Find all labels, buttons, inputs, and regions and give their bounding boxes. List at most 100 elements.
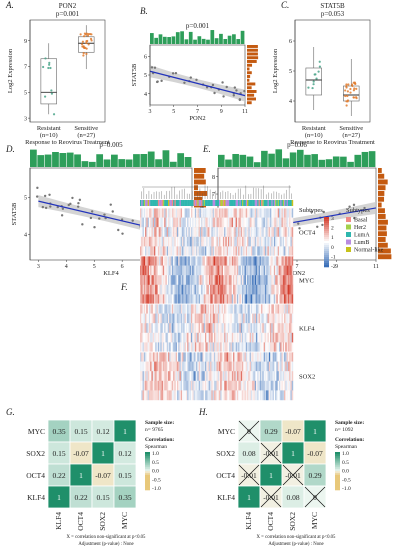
heatmap-cell — [188, 265, 190, 276]
heatmap-cell — [147, 304, 150, 314]
heatmap-cell — [152, 294, 155, 305]
heatmap-cell — [253, 246, 255, 257]
heatmap-cell — [193, 236, 196, 247]
heatmap-cell — [230, 352, 232, 362]
data-point — [346, 94, 349, 98]
data-point — [47, 66, 50, 70]
heatmap-cell — [280, 361, 282, 372]
heatmap-cell — [271, 380, 273, 391]
scale-swatch — [324, 239, 329, 242]
heatmap-cell — [240, 304, 243, 314]
heatmap-cell — [154, 265, 156, 276]
subtype-cell — [273, 200, 276, 206]
heatmap-cell — [245, 342, 248, 353]
heatmap-cell — [192, 265, 194, 276]
data-point — [307, 86, 310, 89]
heatmap-cell — [148, 342, 151, 353]
heatmap-cell — [140, 304, 142, 314]
heatmap-cell — [277, 208, 280, 218]
heatmap-cell — [225, 342, 227, 353]
heatmap-cell — [187, 294, 189, 305]
data-point — [60, 214, 64, 217]
heatmap-cell — [194, 361, 197, 372]
heatmap-cell — [236, 380, 239, 391]
heatmap-cell — [240, 361, 243, 372]
heatmap-cell — [271, 313, 273, 324]
heatmap-cell — [273, 304, 276, 314]
data-point — [354, 82, 357, 86]
heatmap-cell — [189, 236, 192, 247]
heatmap-cell — [243, 352, 245, 362]
heatmap-cell — [160, 275, 162, 285]
heatmap-cell — [280, 323, 282, 333]
heatmap-cell — [256, 380, 258, 391]
heatmap-cell — [191, 284, 193, 295]
heatmap-cell — [202, 380, 204, 391]
heatmap-cell — [161, 371, 164, 381]
legend-tick-label: -0.5 — [342, 477, 351, 483]
heatmap-cell — [176, 294, 179, 305]
x-axis-label: PON2 — [189, 115, 205, 122]
heatmap-cell — [148, 236, 151, 247]
heatmap-cell — [166, 236, 169, 247]
heatmap-cell — [171, 361, 174, 372]
heatmap-cell — [289, 313, 291, 324]
heatmap-cell — [277, 332, 280, 343]
heatmap-cell — [146, 323, 148, 333]
data-point — [222, 95, 225, 98]
heatmap-cell — [248, 304, 250, 314]
heatmap-cell — [211, 352, 213, 362]
heatmap-cell — [189, 332, 192, 343]
heatmap-cell — [206, 256, 208, 266]
heatmap-cell — [198, 323, 201, 333]
heatmap-cell — [171, 256, 174, 266]
subtype-cell — [256, 200, 258, 206]
heatmap-cell — [272, 284, 275, 295]
heatmap-cell — [142, 284, 145, 295]
heatmap-cell — [176, 256, 179, 266]
heatmap-cell — [216, 342, 218, 353]
heatmap-cell — [152, 227, 155, 237]
heatmap-cell — [160, 246, 162, 257]
heatmap-cell — [245, 217, 248, 228]
scale-tick-label: 1 — [331, 235, 334, 241]
heatmap-cell — [185, 256, 188, 266]
heatmap-cell — [233, 380, 235, 391]
heatmap-cell — [259, 352, 262, 362]
heatmap-cell — [277, 390, 280, 401]
histogram-bar-side — [378, 168, 382, 173]
heatmap-cell — [262, 304, 264, 314]
heatmap-cell — [161, 342, 164, 353]
heatmap-cell — [208, 265, 211, 276]
heatmap-cell — [212, 227, 215, 237]
heatmap-cell — [243, 275, 245, 285]
heatmap-cell — [178, 323, 180, 333]
heatmap-cell — [174, 304, 176, 314]
heatmap-cell — [189, 342, 192, 353]
histogram-bar-top — [232, 153, 239, 167]
heatmap-cell — [239, 313, 241, 324]
heatmap-cell — [199, 256, 202, 266]
heatmap-cell — [239, 256, 241, 266]
heatmap-cell — [175, 256, 178, 266]
heatmap-cell — [203, 284, 206, 295]
heatmap-cell — [210, 380, 212, 391]
heatmap-cell — [258, 342, 261, 353]
heatmap-cell — [176, 246, 179, 257]
legend-gradient-swatch — [145, 476, 150, 479]
heatmap-cell — [215, 208, 217, 218]
heatmap-cell — [229, 217, 231, 228]
heatmap-cell — [284, 323, 286, 333]
heatmap-cell — [227, 275, 230, 285]
heatmap-cell — [151, 380, 153, 391]
heatmap-cell — [208, 332, 211, 343]
heatmap-cell — [160, 380, 162, 391]
heatmap-cell — [229, 332, 231, 343]
heatmap-cell — [248, 380, 250, 391]
heatmap-cell — [271, 256, 273, 266]
heatmap-cell — [253, 371, 255, 381]
subtype-cell — [221, 200, 224, 206]
heatmap-cell — [217, 246, 220, 257]
heatmap-cell — [267, 256, 269, 266]
